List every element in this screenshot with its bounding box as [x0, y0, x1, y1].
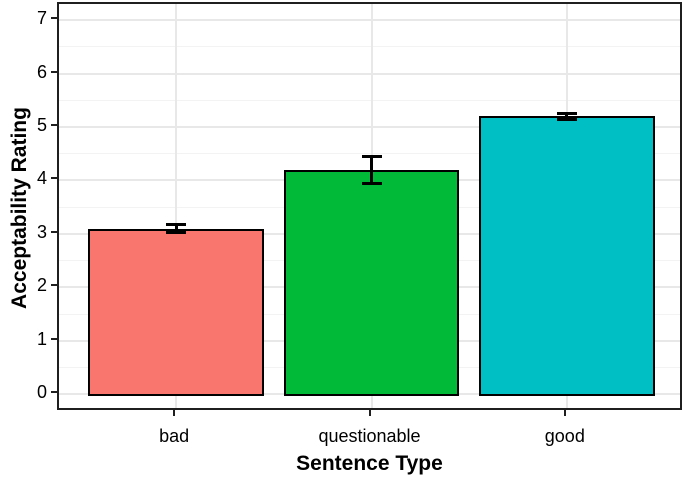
minor-gridline — [59, 99, 680, 101]
y-axis-tick — [51, 177, 57, 180]
error-bar-stem — [174, 224, 178, 233]
plot-panel — [57, 2, 682, 410]
y-tick-label: 7 — [36, 8, 47, 29]
y-tick-label: 0 — [36, 382, 47, 403]
error-bar-cap — [361, 154, 382, 158]
x-axis-tick — [173, 410, 176, 416]
x-axis-tick — [368, 410, 371, 416]
error-bar-stem — [370, 156, 373, 184]
x-tick-label: good — [544, 426, 585, 446]
x-tick-label: questionable — [318, 426, 421, 446]
y-tick-label: 3 — [36, 221, 47, 242]
x-axis-title: Sentence Type — [296, 452, 443, 475]
x-axis-tick — [563, 410, 566, 416]
y-tick-label: 6 — [36, 61, 47, 82]
y-axis-tick — [51, 284, 57, 287]
y-axis-tick — [51, 70, 57, 73]
bar-bad — [88, 228, 265, 397]
y-tick-label: 1 — [36, 328, 47, 349]
major-gridline — [59, 72, 680, 75]
bar-good — [478, 116, 655, 397]
error-bar-cap — [166, 223, 187, 227]
major-gridline — [59, 19, 680, 22]
minor-gridline — [59, 46, 680, 48]
y-tick-label: 2 — [36, 275, 47, 296]
error-bar-stem — [565, 113, 569, 120]
y-axis-tick — [51, 17, 57, 20]
minor-gridline — [59, 153, 680, 155]
y-axis-tick — [51, 391, 57, 394]
bar-questionable — [283, 169, 460, 397]
error-bar-cap — [556, 111, 577, 115]
vertical-gridline — [175, 4, 178, 408]
major-gridline — [59, 125, 680, 128]
error-bar-cap — [556, 118, 577, 121]
y-axis-tick — [51, 123, 57, 126]
y-tick-label: 4 — [36, 168, 47, 189]
error-bar-cap — [166, 230, 187, 234]
y-axis-tick — [51, 337, 57, 340]
y-axis-tick — [51, 230, 57, 233]
x-tick-label: bad — [159, 426, 190, 446]
error-bar-cap — [361, 181, 382, 185]
y-tick-label: 5 — [36, 114, 47, 135]
